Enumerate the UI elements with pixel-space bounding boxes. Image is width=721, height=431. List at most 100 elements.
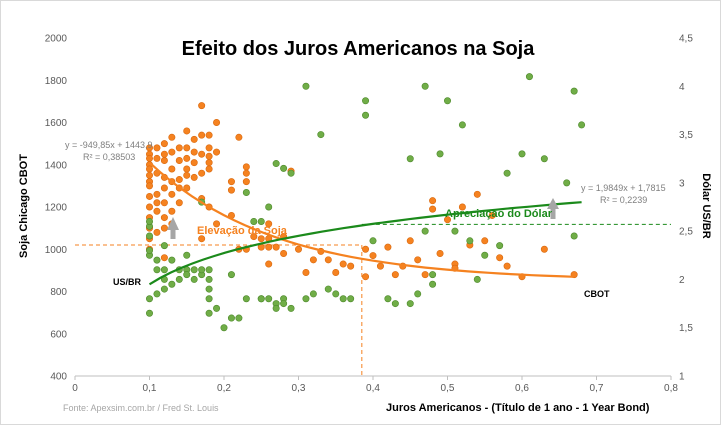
point-cbot bbox=[146, 165, 154, 173]
point-cbot bbox=[309, 256, 317, 264]
point-cbot bbox=[406, 237, 414, 245]
point-usbr bbox=[265, 295, 273, 303]
point-cbot bbox=[205, 159, 213, 167]
point-usbr bbox=[205, 285, 213, 293]
point-cbot bbox=[294, 245, 302, 253]
point-cbot bbox=[205, 152, 213, 160]
point-usbr bbox=[242, 189, 250, 197]
point-cbot bbox=[198, 150, 206, 158]
x-tick-label: 0,6 bbox=[515, 383, 529, 394]
point-cbot bbox=[183, 144, 191, 152]
point-usbr bbox=[146, 246, 154, 254]
x-tick-label: 0,2 bbox=[217, 383, 231, 394]
point-cbot bbox=[481, 237, 489, 245]
point-cbot bbox=[242, 163, 250, 171]
point-cbot bbox=[205, 144, 213, 152]
x-tick-label: 0,3 bbox=[292, 383, 306, 394]
y-left-axis-label: Soja Chicago CBOT bbox=[18, 154, 30, 258]
trend-usbr-equation: y = 1,9849x + 1,7815 bbox=[581, 183, 666, 193]
point-usbr bbox=[302, 82, 310, 90]
point-cbot bbox=[183, 154, 191, 162]
point-cbot bbox=[175, 199, 183, 207]
trendline-cbot bbox=[148, 161, 575, 278]
y-right-tick-label: 1,5 bbox=[679, 323, 693, 334]
y-right-tick-label: 2 bbox=[679, 275, 685, 286]
annotation-elevacao-soja: Elevação da Soja bbox=[197, 225, 288, 237]
point-usbr bbox=[391, 300, 399, 308]
point-cbot bbox=[421, 271, 429, 279]
point-cbot bbox=[362, 273, 370, 281]
point-usbr bbox=[227, 314, 235, 322]
x-tick-label: 0,7 bbox=[590, 383, 604, 394]
x-tick-label: 0,1 bbox=[143, 383, 157, 394]
point-cbot bbox=[213, 148, 221, 156]
point-usbr bbox=[160, 285, 168, 293]
point-usbr bbox=[324, 285, 332, 293]
point-usbr bbox=[153, 256, 161, 264]
y-right-tick-label: 4 bbox=[679, 82, 685, 93]
point-usbr bbox=[302, 295, 310, 303]
point-usbr bbox=[481, 251, 489, 259]
y-left-tick-label: 1600 bbox=[45, 118, 68, 129]
point-cbot bbox=[175, 176, 183, 184]
y-left-tick-label: 1400 bbox=[45, 160, 68, 171]
point-usbr bbox=[414, 290, 422, 298]
point-usbr bbox=[160, 242, 168, 250]
y-right-tick-label: 3,5 bbox=[679, 130, 693, 141]
y-left-tick-label: 2000 bbox=[45, 34, 68, 45]
x-tick-label: 0,4 bbox=[366, 383, 380, 394]
point-usbr bbox=[168, 256, 176, 264]
y-right-tick-label: 1 bbox=[679, 372, 685, 383]
point-usbr bbox=[250, 217, 258, 225]
y-right-axis-label: Dólar US/BR bbox=[700, 173, 712, 238]
point-usbr bbox=[540, 155, 548, 163]
point-usbr bbox=[429, 280, 437, 288]
point-usbr bbox=[168, 280, 176, 288]
point-cbot bbox=[332, 268, 340, 276]
point-usbr bbox=[429, 271, 437, 279]
point-usbr bbox=[563, 179, 571, 187]
point-usbr bbox=[436, 150, 444, 158]
point-cbot bbox=[190, 159, 198, 167]
annotation-apreciacao-dolar: Apreciação do Dólar bbox=[445, 208, 553, 220]
series-label-usbr: US/BR bbox=[113, 277, 142, 287]
point-usbr bbox=[280, 164, 288, 172]
point-usbr bbox=[406, 300, 414, 308]
point-usbr bbox=[257, 217, 265, 225]
point-usbr bbox=[317, 131, 325, 139]
point-cbot bbox=[429, 197, 437, 205]
point-cbot bbox=[160, 157, 168, 165]
point-usbr bbox=[160, 266, 168, 274]
point-cbot bbox=[190, 148, 198, 156]
point-cbot bbox=[265, 260, 273, 268]
point-cbot bbox=[503, 262, 511, 270]
ticks-layer: 0 0,1 0,2 0,3 0,4 0,5 0,6 0,7 0,8400600800100012… bbox=[45, 34, 694, 395]
point-usbr bbox=[369, 237, 377, 245]
point-usbr bbox=[205, 266, 213, 274]
trend-cbot-r2: R² = 0,38503 bbox=[83, 152, 135, 162]
y-right-tick-label: 3 bbox=[679, 178, 685, 189]
point-cbot bbox=[242, 169, 250, 177]
point-usbr bbox=[287, 169, 295, 177]
point-cbot bbox=[168, 190, 176, 198]
point-cbot bbox=[160, 140, 168, 148]
x-axis-label: Juros Americanos - (Título de 1 ano - 1 … bbox=[386, 402, 650, 414]
point-usbr bbox=[146, 309, 154, 317]
point-usbr bbox=[205, 275, 213, 283]
point-usbr bbox=[332, 290, 340, 298]
point-cbot bbox=[429, 205, 437, 213]
y-left-tick-label: 400 bbox=[50, 372, 67, 383]
point-usbr bbox=[347, 295, 355, 303]
point-cbot bbox=[153, 154, 161, 162]
point-usbr bbox=[280, 300, 288, 308]
point-cbot bbox=[146, 182, 154, 190]
point-cbot bbox=[488, 211, 496, 219]
point-cbot bbox=[160, 184, 168, 192]
point-cbot bbox=[183, 165, 191, 173]
point-usbr bbox=[146, 295, 154, 303]
point-usbr bbox=[518, 150, 526, 158]
point-cbot bbox=[443, 216, 451, 224]
point-cbot bbox=[250, 233, 258, 241]
